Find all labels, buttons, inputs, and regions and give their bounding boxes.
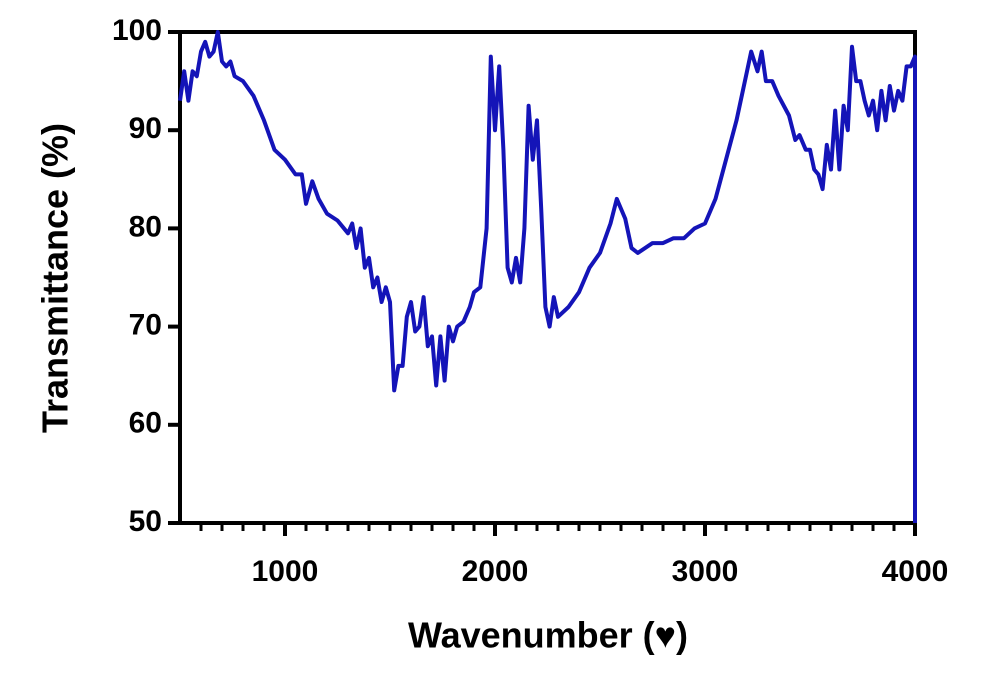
y-tick-label: 60 xyxy=(129,407,162,440)
y-axis-title: Transmittance (%) xyxy=(35,123,76,433)
y-tick-label: 80 xyxy=(129,210,162,243)
x-tick-label: 1000 xyxy=(252,555,319,588)
y-tick-label: 100 xyxy=(112,14,162,47)
plot-frame xyxy=(178,30,917,525)
x-tick-label: 3000 xyxy=(672,555,739,588)
y-tick-label: 90 xyxy=(129,112,162,145)
x-tick-label: 2000 xyxy=(462,555,529,588)
x-axis-title: Wavenumber (♥) xyxy=(408,615,688,656)
y-tick-label: 50 xyxy=(129,505,162,538)
spectrum-line xyxy=(178,30,917,523)
x-tick-label: 4000 xyxy=(882,555,949,588)
y-tick-label: 70 xyxy=(129,309,162,342)
